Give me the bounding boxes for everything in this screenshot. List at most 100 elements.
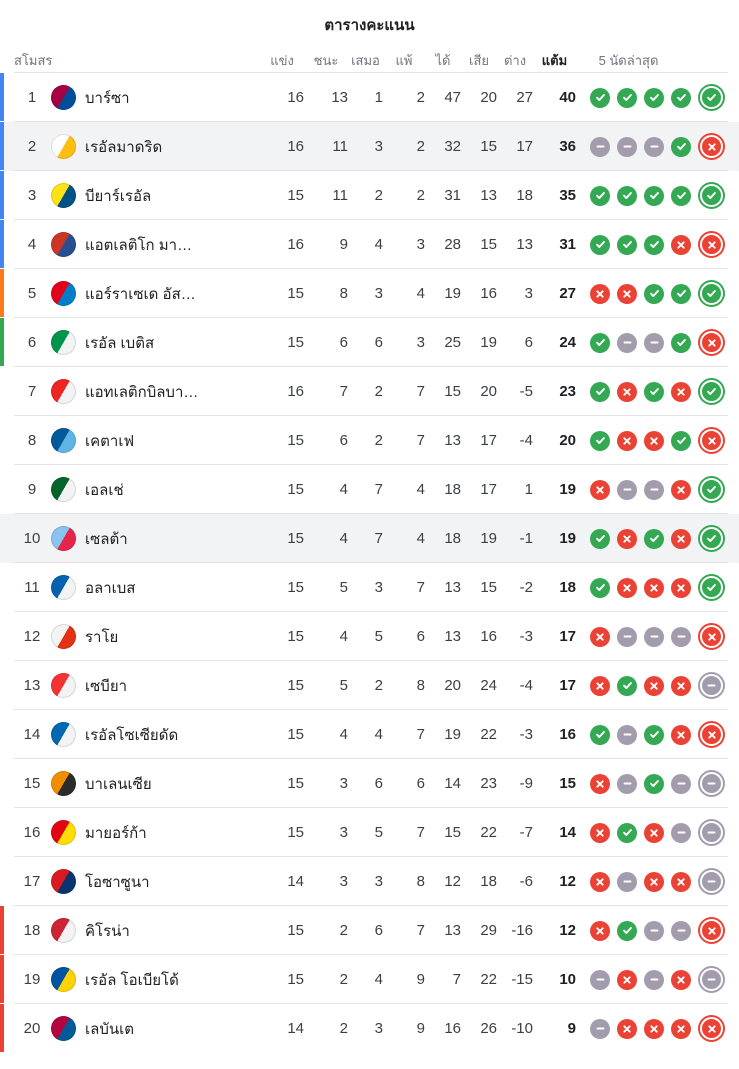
- form-draw-dash-icon[interactable]: [698, 966, 725, 993]
- form-loss-cross-icon[interactable]: [671, 479, 691, 500]
- form-loss-cross-icon[interactable]: [698, 917, 725, 944]
- team-name[interactable]: เรอัลมาดริด: [85, 138, 163, 156]
- form-win-check-icon[interactable]: [698, 280, 725, 307]
- form-draw-dash-icon[interactable]: [644, 479, 664, 500]
- form-loss-cross-icon[interactable]: [644, 430, 664, 451]
- table-row[interactable]: 16 มายอร์ก้า 15 3 5 7 15 22 -7 14: [0, 808, 739, 857]
- table-row[interactable]: 18 คิโรน่า 15 2 6 7 13 29 -16 12: [0, 906, 739, 955]
- form-loss-cross-icon[interactable]: [671, 969, 691, 990]
- form-loss-cross-icon[interactable]: [671, 234, 691, 255]
- form-win-check-icon[interactable]: [671, 87, 691, 108]
- form-loss-cross-icon[interactable]: [698, 231, 725, 258]
- team-name[interactable]: บาเลนเซีย: [85, 775, 152, 793]
- form-win-check-icon[interactable]: [590, 430, 610, 451]
- form-draw-dash-icon[interactable]: [671, 822, 691, 843]
- form-loss-cross-icon[interactable]: [671, 381, 691, 402]
- form-loss-cross-icon[interactable]: [671, 1018, 691, 1039]
- team-name[interactable]: คิโรน่า: [85, 922, 130, 940]
- form-win-check-icon[interactable]: [671, 430, 691, 451]
- form-win-check-icon[interactable]: [644, 234, 664, 255]
- form-loss-cross-icon[interactable]: [644, 871, 664, 892]
- form-win-check-icon[interactable]: [698, 525, 725, 552]
- form-draw-dash-icon[interactable]: [671, 920, 691, 941]
- form-loss-cross-icon[interactable]: [698, 721, 725, 748]
- form-win-check-icon[interactable]: [617, 185, 637, 206]
- team-name[interactable]: เลบันเต: [85, 1020, 134, 1038]
- table-row[interactable]: 19 เรอัล โอเบียโด้ 15 2 4 9 7 22 -15 10: [0, 955, 739, 1004]
- table-row[interactable]: 6 เรอัล เบติส 15 6 6 3 25 19 6 24: [0, 318, 739, 367]
- form-loss-cross-icon[interactable]: [590, 920, 610, 941]
- team-name[interactable]: เซลต้า: [85, 530, 128, 548]
- form-draw-dash-icon[interactable]: [617, 871, 637, 892]
- form-loss-cross-icon[interactable]: [617, 577, 637, 598]
- form-win-check-icon[interactable]: [698, 84, 725, 111]
- form-draw-dash-icon[interactable]: [698, 672, 725, 699]
- form-loss-cross-icon[interactable]: [590, 773, 610, 794]
- form-win-check-icon[interactable]: [644, 381, 664, 402]
- form-win-check-icon[interactable]: [590, 528, 610, 549]
- table-row[interactable]: 17 โอซาซูนา 14 3 3 8 12 18 -6 12: [0, 857, 739, 906]
- form-win-check-icon[interactable]: [590, 381, 610, 402]
- team-name[interactable]: แอร์ราเซเด อัส…: [85, 285, 196, 303]
- form-win-check-icon[interactable]: [671, 185, 691, 206]
- form-win-check-icon[interactable]: [590, 332, 610, 353]
- form-loss-cross-icon[interactable]: [590, 479, 610, 500]
- table-row[interactable]: 15 บาเลนเซีย 15 3 6 6 14 23 -9 15: [0, 759, 739, 808]
- team-name[interactable]: เรอัลโซเซียดัด: [85, 726, 179, 744]
- table-row[interactable]: 10 เซลต้า 15 4 7 4 18 19 -1 19: [0, 514, 739, 563]
- form-draw-dash-icon[interactable]: [617, 479, 637, 500]
- form-loss-cross-icon[interactable]: [671, 577, 691, 598]
- form-loss-cross-icon[interactable]: [590, 283, 610, 304]
- form-win-check-icon[interactable]: [590, 185, 610, 206]
- team-name[interactable]: ราโย: [85, 628, 119, 646]
- form-draw-dash-icon[interactable]: [590, 136, 610, 157]
- form-win-check-icon[interactable]: [644, 528, 664, 549]
- form-win-check-icon[interactable]: [644, 724, 664, 745]
- team-name[interactable]: อลาเบส: [85, 579, 136, 597]
- form-loss-cross-icon[interactable]: [698, 133, 725, 160]
- form-draw-dash-icon[interactable]: [644, 136, 664, 157]
- form-win-check-icon[interactable]: [617, 822, 637, 843]
- team-name[interactable]: บาร์ซา: [85, 89, 130, 107]
- form-draw-dash-icon[interactable]: [644, 332, 664, 353]
- form-loss-cross-icon[interactable]: [617, 969, 637, 990]
- form-draw-dash-icon[interactable]: [617, 136, 637, 157]
- table-row[interactable]: 1 บาร์ซา 16 13 1 2 47 20 27 40: [0, 73, 739, 122]
- form-loss-cross-icon[interactable]: [671, 528, 691, 549]
- form-draw-dash-icon[interactable]: [671, 626, 691, 647]
- form-win-check-icon[interactable]: [590, 724, 610, 745]
- form-loss-cross-icon[interactable]: [590, 871, 610, 892]
- table-row[interactable]: 3 บียาร์เรอัล 15 11 2 2 31 13 18 35: [0, 171, 739, 220]
- table-row[interactable]: 5 แอร์ราเซเด อัส… 15 8 3 4 19 16 3 27: [0, 269, 739, 318]
- form-win-check-icon[interactable]: [644, 283, 664, 304]
- form-loss-cross-icon[interactable]: [644, 822, 664, 843]
- form-draw-dash-icon[interactable]: [644, 969, 664, 990]
- table-row[interactable]: 4 แอตเลติโก มา… 16 9 4 3 28 15 13 31: [0, 220, 739, 269]
- team-name[interactable]: บียาร์เรอัล: [85, 187, 152, 205]
- form-loss-cross-icon[interactable]: [617, 1018, 637, 1039]
- form-win-check-icon[interactable]: [671, 136, 691, 157]
- team-name[interactable]: แอทเลติกบิลบา…: [85, 383, 199, 401]
- form-draw-dash-icon[interactable]: [698, 868, 725, 895]
- team-name[interactable]: เซบียา: [85, 677, 128, 695]
- form-win-check-icon[interactable]: [617, 675, 637, 696]
- form-draw-dash-icon[interactable]: [671, 773, 691, 794]
- table-row[interactable]: 2 เรอัลมาดริด 16 11 3 2 32 15 17 36: [0, 122, 739, 171]
- form-win-check-icon[interactable]: [590, 234, 610, 255]
- table-row[interactable]: 12 ราโย 15 4 5 6 13 16 -3 17: [0, 612, 739, 661]
- form-draw-dash-icon[interactable]: [617, 332, 637, 353]
- form-loss-cross-icon[interactable]: [671, 675, 691, 696]
- table-row[interactable]: 11 อลาเบส 15 5 3 7 13 15 -2 18: [0, 563, 739, 612]
- form-win-check-icon[interactable]: [671, 332, 691, 353]
- table-row[interactable]: 7 แอทเลติกบิลบา… 16 7 2 7 15 20 -5 23: [0, 367, 739, 416]
- form-loss-cross-icon[interactable]: [698, 1015, 725, 1042]
- table-row[interactable]: 8 เคตาเฟ 15 6 2 7 13 17 -4 20: [0, 416, 739, 465]
- form-win-check-icon[interactable]: [698, 574, 725, 601]
- table-row[interactable]: 9 เอลเช่ 15 4 7 4 18 17 1 19: [0, 465, 739, 514]
- form-loss-cross-icon[interactable]: [590, 626, 610, 647]
- form-loss-cross-icon[interactable]: [671, 871, 691, 892]
- form-win-check-icon[interactable]: [590, 87, 610, 108]
- form-win-check-icon[interactable]: [617, 920, 637, 941]
- form-win-check-icon[interactable]: [590, 577, 610, 598]
- form-win-check-icon[interactable]: [671, 283, 691, 304]
